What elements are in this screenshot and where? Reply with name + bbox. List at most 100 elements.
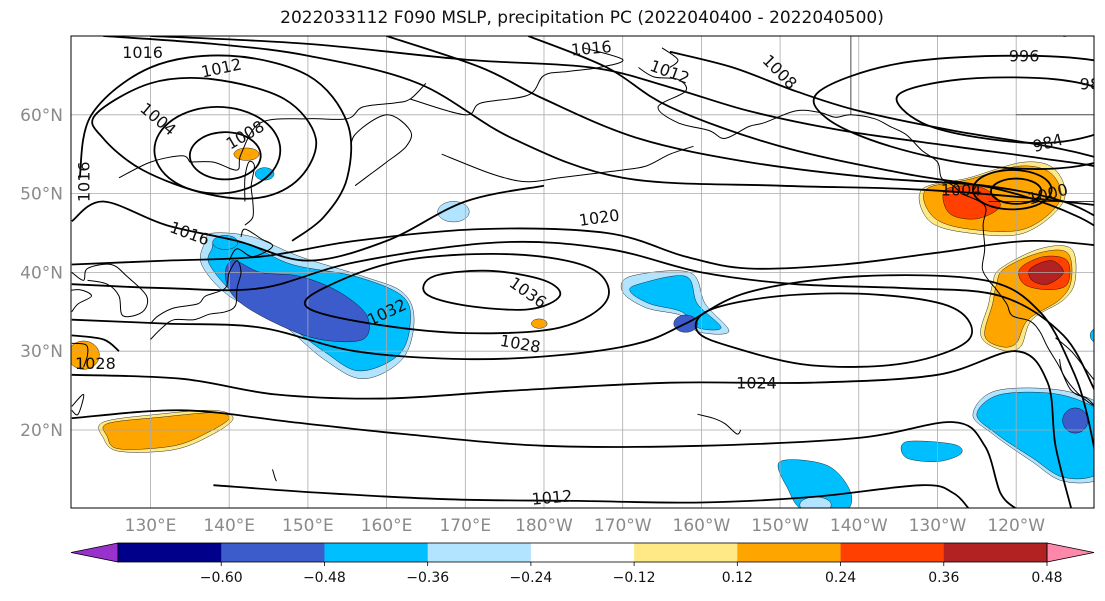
colorbar-extend-max [1046, 542, 1095, 563]
colorbar-swatch [324, 543, 429, 562]
precip-area [777, 459, 853, 508]
colorbar-label: 0.12 [722, 570, 753, 586]
colorbar-swatch [840, 543, 945, 562]
precip-area [254, 167, 275, 181]
isobar [71, 334, 120, 352]
colorbar-label: −0.24 [509, 570, 552, 586]
precip-area [1089, 328, 1094, 343]
isobar [895, 76, 1094, 144]
longitude-label: 180°W [515, 516, 573, 536]
isobar-label-text: 1016 [75, 161, 94, 202]
colorbar-swatch [530, 543, 635, 562]
isobar-label-text: 1016 [570, 37, 612, 59]
colorbar-swatch [943, 543, 1048, 562]
isobar [188, 131, 262, 181]
isobar [91, 76, 318, 200]
latitude-label: 40°N [20, 263, 63, 283]
isobar [153, 105, 282, 195]
coastline [441, 145, 694, 183]
longitude-label: 150°W [751, 516, 809, 536]
isobar [812, 54, 1094, 170]
coastline [71, 393, 85, 416]
isobar-label-text: 988 [1080, 74, 1105, 93]
coastline [410, 47, 624, 116]
latitude-tick-labels: 60°N 50°N 40°N 30°N 20°N [20, 106, 63, 441]
coastline [350, 114, 413, 187]
colorbar-swatch [427, 543, 532, 562]
map-title: 2022033112 F090 MSLP, precipitation PC (… [280, 8, 884, 28]
precip-area [799, 496, 832, 508]
isobar [150, 36, 1094, 167]
isobar [103, 36, 1094, 206]
isobar [71, 227, 1094, 270]
longitude-label: 150°E [282, 516, 334, 536]
isobar [303, 253, 610, 335]
longitude-label: 140°E [203, 516, 255, 536]
longitude-label: 130°E [125, 516, 177, 536]
colorbar-label: −0.48 [303, 570, 346, 586]
colorbar-label: 0.48 [1031, 570, 1062, 586]
latitude-label: 30°N [20, 342, 63, 362]
latitude-label: 60°N [20, 106, 63, 126]
precip-area [1062, 407, 1089, 434]
coastline [118, 155, 191, 179]
isobar-label-text: 1024 [736, 374, 777, 393]
isobar-label-text: 1004 [941, 181, 982, 200]
longitude-label: 120°W [987, 516, 1045, 536]
isobar-label: 1004 [941, 181, 982, 200]
isobar [78, 54, 353, 242]
colorbar-swatch [118, 543, 222, 562]
isobar [71, 409, 1017, 508]
precip-area [71, 340, 100, 370]
map-frame [70, 35, 1095, 509]
coastline [697, 413, 742, 435]
coastline [150, 260, 242, 340]
coastline [71, 263, 149, 318]
isobar [71, 184, 545, 262]
precip-area [531, 318, 548, 329]
isobar [990, 177, 1043, 205]
isobar-label: 1028 [75, 354, 116, 373]
longitude-label: 170°E [439, 516, 491, 536]
isobar-label-text: 1028 [75, 354, 116, 373]
mslp-contour-layer [71, 36, 1094, 508]
colorbar-swatch [737, 543, 841, 562]
coastline [189, 82, 427, 171]
isobar-label-text: 1012 [531, 486, 573, 508]
coastline [661, 47, 679, 68]
latitude-label: 50°N [20, 185, 63, 205]
coastline [272, 469, 277, 482]
colorbar-swatch [634, 543, 738, 562]
isobar-label: 1016 [570, 37, 612, 59]
latitude-label: 20°N [20, 421, 63, 441]
precip-area [102, 412, 230, 450]
colorbar-label: −0.36 [406, 570, 449, 586]
longitude-tick-labels: 130°E 140°E 150°E 160°E 170°E 180°W 170°W 160°W… [125, 516, 1046, 536]
isobar-label: 988 [1080, 74, 1105, 93]
coastline [71, 342, 89, 368]
colorbar-label: −0.60 [200, 570, 243, 586]
colorbar-label: 0.36 [928, 570, 959, 586]
longitude-label: 170°W [594, 516, 652, 536]
isobar-label-text: 1016 [122, 43, 163, 62]
colorbar: −0.60 −0.48 −0.36 −0.24 −0.12 0.12 0.24 0.36 0.4… [70, 542, 1095, 586]
precip-area [224, 260, 370, 343]
isobar-label: 1024 [736, 374, 777, 393]
isobar [71, 274, 1094, 452]
isobar-label: 1016 [75, 161, 94, 202]
isobar [669, 50, 1094, 158]
isobar [422, 269, 562, 311]
precip-area [900, 440, 963, 462]
isobar-label-text: 996 [1009, 47, 1040, 66]
isobar [213, 484, 970, 508]
isobar-label: 1016 [122, 43, 163, 62]
longitude-label: 130°W [909, 516, 967, 536]
colorbar-label: −0.12 [613, 570, 656, 586]
colorbar-swatch [221, 543, 325, 562]
colorbar-frame [117, 542, 1048, 563]
isobar [694, 292, 973, 368]
coastline [960, 193, 1094, 407]
isobar-label: 996 [1009, 47, 1040, 66]
isobar [71, 350, 1073, 508]
longitude-label: 140°W [830, 516, 888, 536]
